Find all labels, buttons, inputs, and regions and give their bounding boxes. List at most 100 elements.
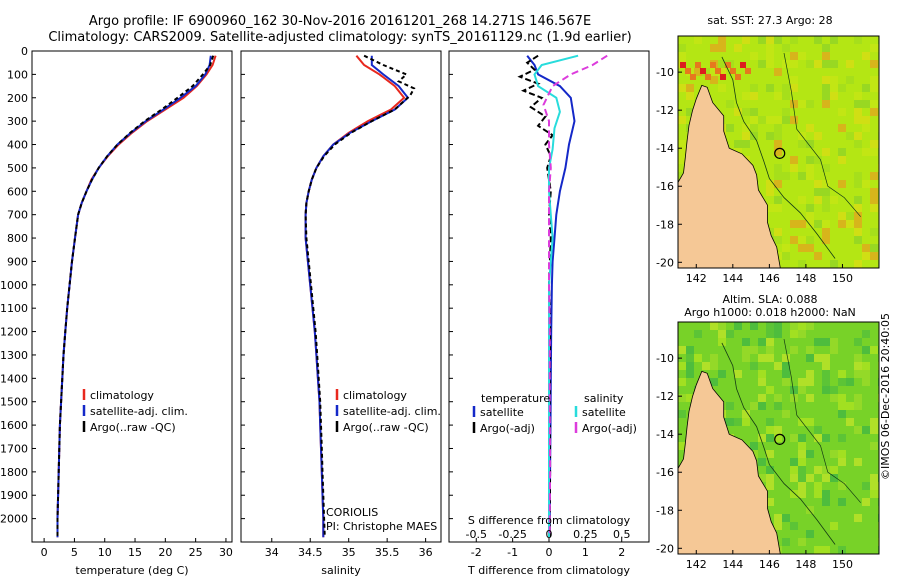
map-pixel bbox=[830, 260, 838, 268]
map-pixel bbox=[782, 252, 790, 260]
map-pixel bbox=[782, 44, 790, 52]
y-tick-label: 100 bbox=[7, 68, 28, 81]
map-pixel bbox=[814, 466, 822, 474]
map-pixel bbox=[774, 322, 782, 330]
map-pixel bbox=[758, 458, 766, 466]
y-tick-label: 500 bbox=[7, 162, 28, 175]
warm-pixel bbox=[695, 62, 701, 68]
map-pixel bbox=[822, 84, 830, 92]
map-pixel bbox=[726, 100, 734, 108]
y-tick-label: 1000 bbox=[0, 279, 28, 292]
map-pixel bbox=[822, 474, 830, 482]
map-pixel bbox=[870, 474, 878, 482]
map-pixel bbox=[822, 44, 830, 52]
map-x-tick-label: 146 bbox=[759, 558, 780, 571]
map-pixel bbox=[822, 362, 830, 370]
map-y-tick-label: -14 bbox=[656, 142, 674, 155]
map-pixel bbox=[710, 44, 718, 52]
map-pixel bbox=[806, 204, 814, 212]
map-pixel bbox=[790, 76, 798, 84]
plot-frame bbox=[240, 50, 442, 543]
map-pixel bbox=[862, 52, 870, 60]
map-pixel bbox=[774, 140, 782, 148]
map-pixel bbox=[830, 36, 838, 44]
land-mass bbox=[678, 322, 781, 554]
map-pixel bbox=[790, 474, 798, 482]
map-pixel bbox=[854, 402, 862, 410]
map-pixel bbox=[742, 410, 750, 418]
map-pixel bbox=[838, 370, 846, 378]
map-pixel bbox=[710, 378, 718, 386]
map-pixel bbox=[758, 116, 766, 124]
map-pixel bbox=[870, 60, 878, 68]
map-pixel bbox=[862, 330, 870, 338]
map-pixel bbox=[766, 116, 774, 124]
warm-pixel bbox=[745, 68, 751, 74]
map-pixel bbox=[774, 402, 782, 410]
legend-label: satellite bbox=[582, 406, 626, 419]
map-pixel bbox=[838, 482, 846, 490]
map-pixel bbox=[774, 394, 782, 402]
salinity-tick-label: 0.5 bbox=[613, 528, 631, 541]
map-x-tick-label: 150 bbox=[832, 558, 853, 571]
sst-map-title: sat. SST: 27.3 Argo: 28 bbox=[707, 14, 832, 27]
map-pixel bbox=[870, 490, 878, 498]
series-line-argo bbox=[56, 55, 215, 538]
map-pixel bbox=[838, 458, 846, 466]
map-pixel bbox=[806, 156, 814, 164]
map-pixel bbox=[774, 522, 782, 530]
map-pixel bbox=[774, 204, 782, 212]
map-pixel bbox=[774, 68, 782, 76]
map-pixel bbox=[870, 228, 878, 236]
legend-label: satellite-adj. clim. bbox=[90, 405, 188, 418]
map-pixel bbox=[734, 322, 742, 330]
map-pixel bbox=[854, 236, 862, 244]
map-pixel bbox=[846, 378, 854, 386]
map-pixel bbox=[798, 172, 806, 180]
map-pixel bbox=[718, 84, 726, 92]
map-pixel bbox=[766, 180, 774, 188]
y-tick-label: 600 bbox=[7, 185, 28, 198]
map-pixel bbox=[782, 84, 790, 92]
salinity-tick-label: -0.5 bbox=[466, 528, 487, 541]
map-pixel bbox=[686, 370, 694, 378]
map-pixel bbox=[798, 482, 806, 490]
map-pixel bbox=[710, 362, 718, 370]
map-pixel bbox=[782, 92, 790, 100]
map-pixel bbox=[798, 220, 806, 228]
map-pixel bbox=[782, 410, 790, 418]
map-pixel bbox=[726, 330, 734, 338]
map-pixel bbox=[742, 92, 750, 100]
map-pixel bbox=[862, 482, 870, 490]
map-pixel bbox=[806, 354, 814, 362]
map-y-tick-label: -20 bbox=[656, 542, 674, 555]
coriolis-label: CORIOLIS bbox=[326, 506, 378, 519]
map-y-tick-label: -20 bbox=[656, 256, 674, 269]
map-pixel bbox=[726, 418, 734, 426]
map-pixel bbox=[822, 100, 830, 108]
map-pixel bbox=[790, 322, 798, 330]
x-axis-label: T difference from climatology bbox=[467, 564, 630, 577]
x-tick-label: 5 bbox=[71, 546, 78, 559]
map-pixel bbox=[790, 84, 798, 92]
map-pixel bbox=[870, 426, 878, 434]
warm-pixel bbox=[685, 68, 691, 74]
map-pixel bbox=[718, 338, 726, 346]
shelf-contour bbox=[721, 342, 836, 545]
map-pixel bbox=[678, 442, 686, 450]
map-pixel bbox=[830, 522, 838, 530]
map-pixel bbox=[822, 220, 830, 228]
map-pixel bbox=[806, 244, 814, 252]
map-pixel bbox=[790, 466, 798, 474]
map-pixel bbox=[814, 132, 822, 140]
x-axis-label: salinity bbox=[321, 564, 361, 577]
y-tick-label: 800 bbox=[7, 232, 28, 245]
map-pixel bbox=[814, 188, 822, 196]
legend-label: climatology bbox=[343, 389, 407, 402]
map-pixel bbox=[854, 394, 862, 402]
map-pixel bbox=[774, 148, 782, 156]
x-tick-label: 36 bbox=[419, 546, 433, 559]
map-pixel bbox=[822, 370, 830, 378]
map-pixel bbox=[718, 330, 726, 338]
